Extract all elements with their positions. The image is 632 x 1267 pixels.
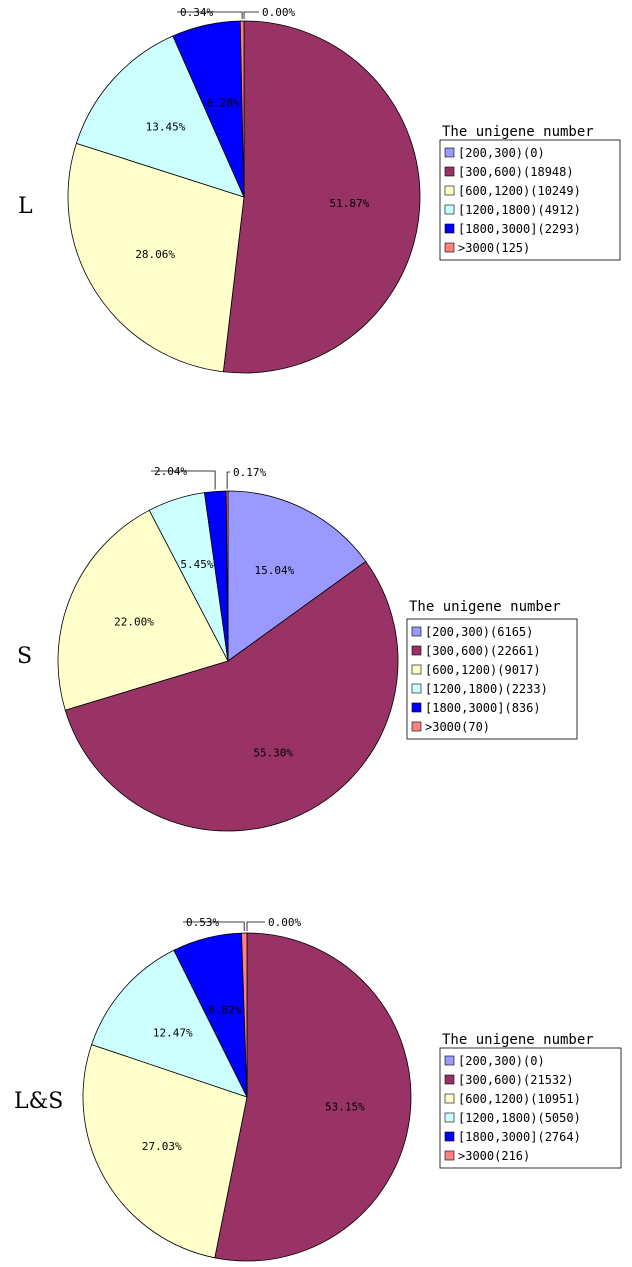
callout-line-6 <box>226 471 230 489</box>
legend-swatch-2 <box>444 166 455 177</box>
legend-swatch-6 <box>411 721 422 732</box>
legend-swatch-1 <box>444 147 455 158</box>
pie-slice-3 <box>82 1044 248 1259</box>
legend-entry-1: [200,300)(0) <box>458 146 545 160</box>
panel-label: L&S <box>14 1089 63 1114</box>
percent-label-1: 0.00% <box>268 916 301 929</box>
percent-label-5: 6.82% <box>208 1004 241 1017</box>
legend-swatch-3 <box>444 1093 455 1104</box>
callout-line-6 <box>183 921 245 931</box>
pie-chart-1: 0.00% 51.87% 28.06% 13.45% 6.28% 0.34% L The un… <box>18 6 621 374</box>
legend-swatch-6 <box>444 242 455 253</box>
percent-label-1: 0.00% <box>262 6 295 19</box>
legend-title: The unigene number <box>442 1032 594 1048</box>
legend-swatch-5 <box>411 702 422 713</box>
pie-slice-2 <box>222 20 421 374</box>
percent-label-6: 0.17% <box>233 466 266 479</box>
percent-label-2: 51.87% <box>330 197 370 210</box>
percent-label-4: 12.47% <box>153 1026 193 1039</box>
percent-label-2: 53.15% <box>325 1101 365 1114</box>
legend-box <box>439 139 621 261</box>
pie-slice-6 <box>225 490 229 662</box>
legend-box <box>406 618 578 740</box>
legend-swatch-4 <box>411 683 422 694</box>
legend-entry-5: [1800,3000](2293) <box>458 222 581 236</box>
percent-label-3: 27.03% <box>142 1140 182 1153</box>
legend-swatch-4 <box>444 1112 455 1123</box>
callout-line-6 <box>177 11 243 19</box>
legend: The unigene number [200,300)(6165) [300,60… <box>406 599 578 740</box>
legend-entry-2: [300,600)(18948) <box>458 165 574 179</box>
legend-entry-4: [1200,1800)(2233) <box>425 682 548 696</box>
legend-entry-2: [300,600)(22661) <box>425 644 541 658</box>
legend-swatch-1 <box>411 626 422 637</box>
percent-label-4: 5.45% <box>180 558 213 571</box>
pie-slice-6 <box>241 932 248 1098</box>
percent-label-5: 2.04% <box>154 465 187 478</box>
legend-swatch-1 <box>444 1055 455 1066</box>
legend-entry-3: [600,1200)(9017) <box>425 663 541 677</box>
legend-entry-5: [1800,3000](836) <box>425 701 541 715</box>
legend-swatch-3 <box>411 664 422 675</box>
percent-label-1: 15.04% <box>255 564 295 577</box>
pie-slice-6 <box>239 20 245 198</box>
pie-slice-1 <box>227 490 367 662</box>
legend-entry-4: [1200,1800)(5050) <box>458 1111 581 1125</box>
pie-slice-2 <box>214 932 412 1262</box>
legend-entry-1: [200,300)(6165) <box>425 625 533 639</box>
pie-slice-4 <box>91 949 248 1098</box>
legend-entry-2: [300,600)(21532) <box>458 1073 574 1087</box>
legend-entry-6: >3000(216) <box>458 1149 530 1163</box>
percent-label-5: 6.28% <box>206 97 239 110</box>
legend-swatch-4 <box>444 204 455 215</box>
legend: The unigene number [200,300)(0) [300,600)(… <box>439 124 621 261</box>
panel-label: L <box>18 194 33 219</box>
legend-swatch-3 <box>444 185 455 196</box>
legend-box <box>439 1047 622 1169</box>
legend-title: The unigene number <box>442 124 594 140</box>
legend-swatch-2 <box>411 645 422 656</box>
percent-label-4: 13.45% <box>146 120 186 133</box>
callout-line-1 <box>243 11 259 19</box>
pie-chart-2: 15.04% 55.30% 22.00% 5.45% 2.04% 0.17% S The un… <box>17 465 578 832</box>
legend-entry-1: [200,300)(0) <box>458 1054 545 1068</box>
legend-entry-4: [1200,1800)(4912) <box>458 203 581 217</box>
pie-slice-2 <box>64 560 399 832</box>
legend-entry-3: [600,1200)(10951) <box>458 1092 581 1106</box>
legend-swatch-5 <box>444 1131 455 1142</box>
callout-line-1 <box>246 921 265 931</box>
legend-swatch-2 <box>444 1074 455 1085</box>
pie-chart-3: 0.00% 53.15% 27.03% 12.47% 6.82% 0.53% L&S The … <box>14 916 622 1262</box>
legend-entry-6: >3000(70) <box>425 720 490 734</box>
percent-label-3: 22.00% <box>114 615 154 628</box>
legend: The unigene number [200,300)(0) [300,600)(… <box>439 1032 622 1169</box>
legend-title: The unigene number <box>409 599 561 615</box>
legend-swatch-6 <box>444 1150 455 1161</box>
legend-swatch-5 <box>444 223 455 234</box>
percent-label-3: 28.06% <box>135 248 175 261</box>
callout-line-5 <box>151 470 216 490</box>
percent-label-6: 0.34% <box>180 6 213 19</box>
percent-label-6: 0.53% <box>186 916 219 929</box>
percent-label-2: 55.30% <box>253 746 293 759</box>
legend-entry-6: >3000(125) <box>458 241 530 255</box>
panel-label: S <box>17 644 32 669</box>
pie-slice-3 <box>57 509 229 711</box>
pie-slice-3 <box>67 142 245 373</box>
legend-entry-3: [600,1200)(10249) <box>458 184 581 198</box>
pie-slice-4 <box>75 35 245 198</box>
legend-entry-5: [1800,3000](2764) <box>458 1130 581 1144</box>
